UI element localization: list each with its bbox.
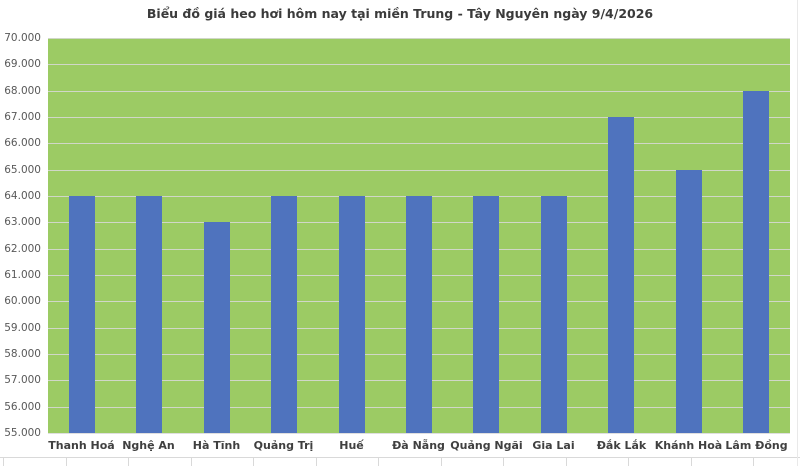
y-tick-label: 64.000 — [4, 190, 41, 202]
y-tick-label: 57.000 — [4, 374, 41, 386]
y-tick-label: 60.000 — [4, 295, 41, 307]
bar — [541, 196, 567, 433]
table-cell-border — [378, 458, 379, 466]
page-right-border — [797, 0, 798, 466]
plot-area — [48, 38, 790, 434]
table-cell-border — [441, 458, 442, 466]
table-cell-border — [191, 458, 192, 466]
table-cell-border — [66, 458, 67, 466]
x-category-label: Nghệ An — [122, 439, 175, 452]
table-cell-border — [691, 458, 692, 466]
y-tick-label: 65.000 — [4, 164, 41, 176]
y-tick-label: 66.000 — [4, 137, 41, 149]
x-category-label: Lâm Đồng — [725, 439, 788, 452]
bar — [271, 196, 297, 433]
y-tick-label: 68.000 — [4, 85, 41, 97]
x-category-label: Quảng Ngãi — [450, 439, 523, 452]
y-tick-label: 55.000 — [4, 427, 41, 439]
bar — [608, 117, 634, 433]
table-cell-border — [503, 458, 504, 466]
partial-table-row — [0, 457, 800, 466]
x-category-label: Huế — [339, 439, 364, 452]
chart-title: Biểu đồ giá heo hơi hôm nay tại miền Tru… — [146, 6, 654, 21]
gridline — [48, 38, 790, 39]
y-tick-label: 58.000 — [4, 348, 41, 360]
bar — [136, 196, 162, 433]
y-tick-label: 56.000 — [4, 401, 41, 413]
y-tick-label: 70.000 — [4, 32, 41, 44]
table-cell-border — [128, 458, 129, 466]
bar — [69, 196, 95, 433]
y-tick-label: 67.000 — [4, 111, 41, 123]
y-tick-label: 69.000 — [4, 58, 41, 70]
table-border-top — [0, 457, 800, 458]
y-tick-label: 63.000 — [4, 216, 41, 228]
bar — [204, 222, 230, 433]
gridline — [48, 117, 790, 118]
x-category-label: Thanh Hoá — [48, 439, 115, 452]
bar — [743, 91, 769, 433]
bar — [473, 196, 499, 433]
x-category-label: Gia Lai — [532, 439, 575, 452]
gridline — [48, 170, 790, 171]
x-category-label: Khánh Hoà — [654, 439, 723, 452]
x-category-label: Quảng Trị — [253, 439, 314, 452]
y-tick-label: 59.000 — [4, 322, 41, 334]
table-cell-border — [253, 458, 254, 466]
table-cell-border — [3, 458, 4, 466]
table-cell-border — [316, 458, 317, 466]
table-cell-border — [566, 458, 567, 466]
x-category-label: Đắk Lắk — [596, 439, 647, 452]
bar — [339, 196, 365, 433]
x-category-label: Hà Tĩnh — [192, 439, 241, 452]
gridline — [48, 143, 790, 144]
gridline — [48, 433, 790, 434]
gridline — [48, 64, 790, 65]
x-category-label: Đà Nẵng — [392, 439, 445, 452]
bar — [406, 196, 432, 433]
table-cell-border — [628, 458, 629, 466]
gridline — [48, 91, 790, 92]
y-tick-label: 62.000 — [4, 243, 41, 255]
y-tick-label: 61.000 — [4, 269, 41, 281]
bar — [676, 170, 702, 433]
table-cell-border — [753, 458, 754, 466]
